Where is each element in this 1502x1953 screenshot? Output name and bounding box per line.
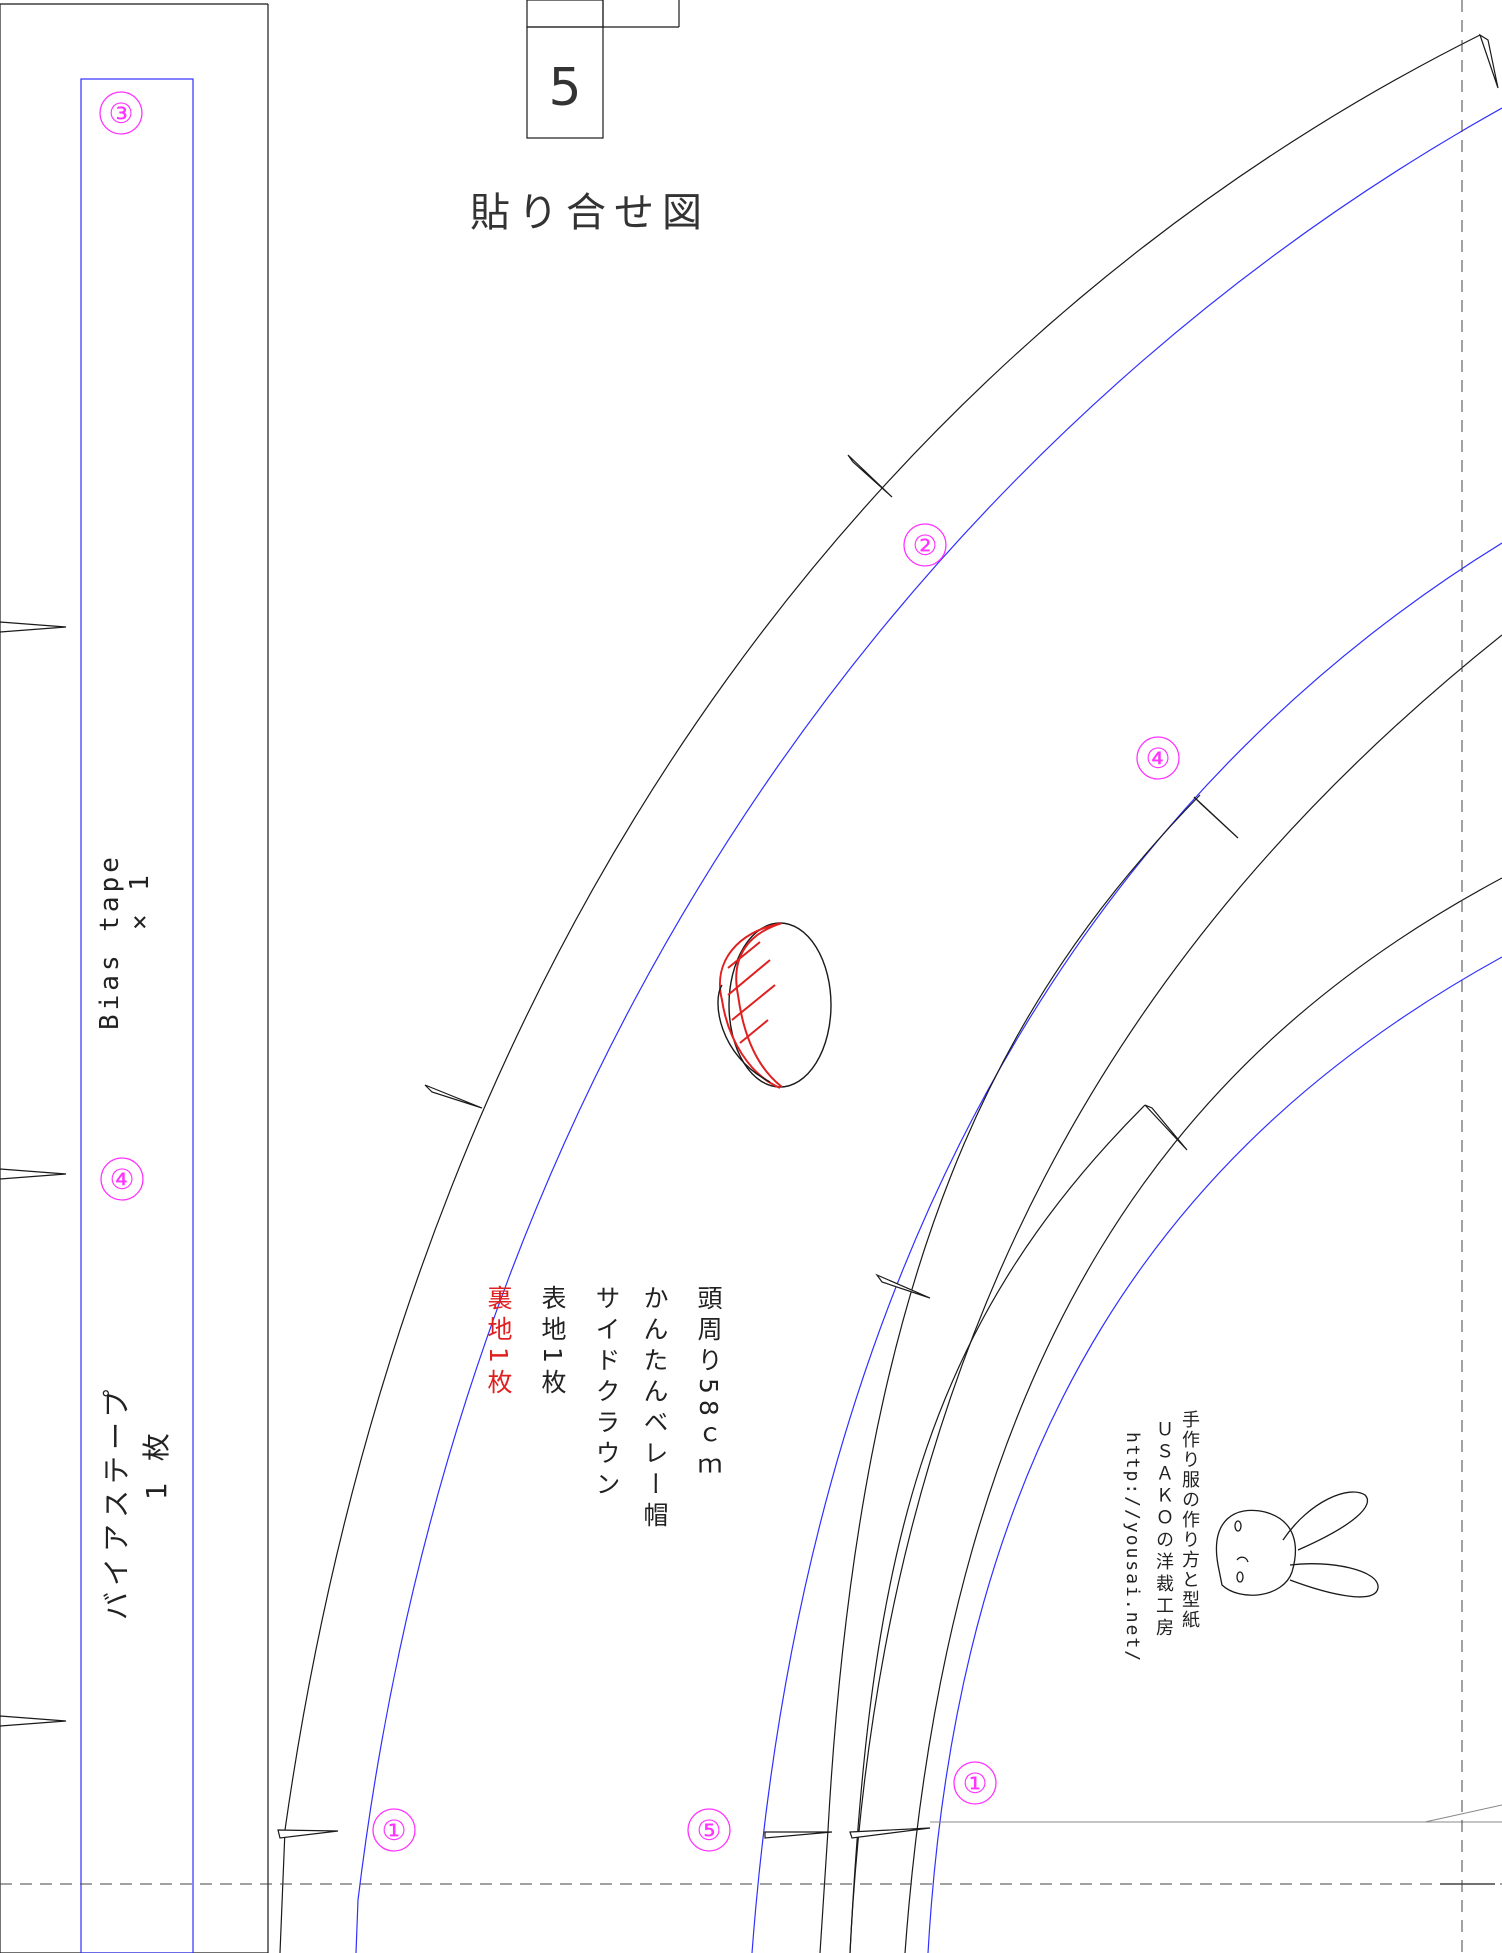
bias-tape-label-en: Bias tape bbox=[95, 853, 125, 1030]
product-name-label: かんたんベレー帽 bbox=[640, 1285, 669, 1533]
marker-4-bias: ④ bbox=[109, 1163, 134, 1196]
credit-line3: http://yousai.net/ bbox=[1122, 1432, 1143, 1664]
head-size-label: 頭周り58ｃｍ bbox=[694, 1285, 723, 1484]
marker-4: ④ bbox=[1145, 742, 1170, 775]
page-number-box bbox=[526, 0, 680, 139]
side-crown-outer bbox=[277, 33, 1502, 1953]
bias-tape-seam bbox=[80, 78, 194, 1953]
bias-tape-count-en: × 1 bbox=[125, 871, 155, 930]
bias-tape-count-jp: 1 枚 bbox=[140, 1427, 173, 1500]
bunny-logo bbox=[1215, 1491, 1379, 1598]
page-number: 5 bbox=[548, 58, 581, 118]
marker-2: ② bbox=[912, 529, 937, 562]
assembly-label: 貼り合せ図 bbox=[470, 190, 710, 236]
circled-markers bbox=[99, 91, 1180, 1852]
marker-1-right: ① bbox=[962, 1767, 987, 1800]
bias-tape-notches bbox=[0, 621, 67, 1727]
side-crown-middle bbox=[751, 542, 1502, 1953]
bias-tape-piece bbox=[0, 3, 269, 1953]
marker-3-bias: ③ bbox=[108, 97, 133, 130]
credit-line2: ＵＳＡＫＯの洋裁工房 bbox=[1153, 1420, 1174, 1640]
marker-5: ⑤ bbox=[696, 1814, 721, 1847]
bias-tape-label-jp-group: バイアステープ 1 枚 bbox=[95, 1384, 175, 1620]
bias-tape-label-en-group: Bias tape × 1 bbox=[95, 853, 155, 1030]
bias-tape-outline bbox=[0, 3, 269, 1953]
bias-tape-label-jp: バイアステープ bbox=[100, 1383, 133, 1620]
lining-fabric-label: 裏地1枚 bbox=[484, 1285, 513, 1400]
outer-fabric-label: 表地1枚 bbox=[538, 1285, 567, 1400]
beret-illustration bbox=[717, 922, 832, 1089]
side-crown-inner bbox=[849, 877, 1502, 1953]
marker-1-left: ① bbox=[381, 1814, 406, 1847]
piece-name-label: サイドクラウン bbox=[592, 1285, 621, 1502]
credit-line1: 手作り服の作り方と型紙 bbox=[1179, 1410, 1200, 1630]
